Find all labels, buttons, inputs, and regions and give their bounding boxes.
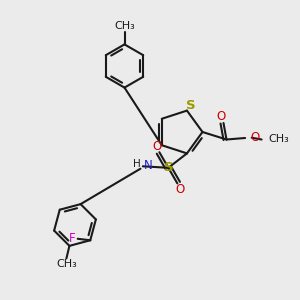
Text: O: O (175, 183, 184, 196)
Text: F: F (69, 232, 76, 245)
Text: CH₃: CH₃ (268, 134, 289, 145)
Text: CH₃: CH₃ (56, 259, 77, 269)
Text: O: O (217, 110, 226, 124)
Text: O: O (152, 140, 162, 153)
Text: H: H (133, 160, 140, 170)
Text: S: S (186, 99, 196, 112)
Text: N: N (144, 159, 153, 172)
Text: O: O (250, 131, 260, 144)
Text: CH₃: CH₃ (114, 21, 135, 32)
Text: S: S (164, 161, 173, 174)
